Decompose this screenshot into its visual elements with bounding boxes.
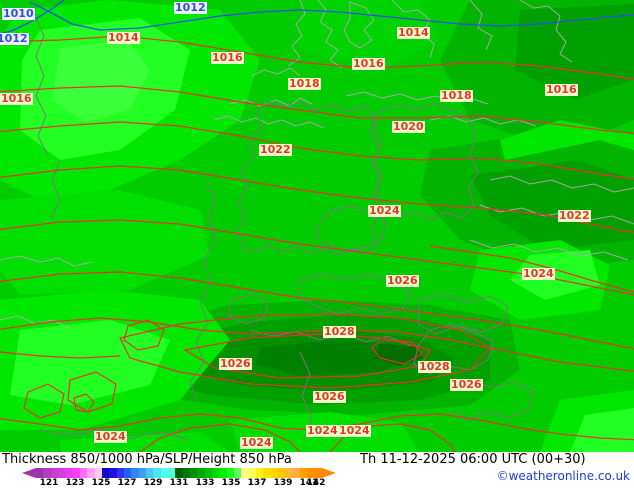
isobar-label-1026-18: 1026 [219,357,252,370]
isobar-label-1016-8: 1016 [545,83,578,96]
colorbar-segment-17 [160,468,168,478]
colorbar-segment-24 [211,468,220,478]
isobar-label-1022-12: 1022 [259,143,292,156]
colorbar-segment-9 [101,468,110,478]
colorbar-segment-14 [138,468,146,478]
isobar-label-1024-14: 1024 [368,204,401,217]
colorbar-segment-36 [299,468,308,478]
colorbar-segment-11 [116,468,124,478]
isobar-label-1016-5: 1016 [211,51,244,64]
colorbar-segment-25 [219,468,227,478]
isobar-label-1010-0: 1010 [2,7,35,20]
isobar-label-1028-19: 1028 [418,360,451,373]
colorbar-segment-32 [270,468,278,478]
isobar-label-1024-25: 1024 [338,424,371,437]
isobar-label-1024-24: 1024 [306,424,339,437]
colorbar-left-arrow-cap [22,468,36,478]
colorbar-segment-20 [182,468,190,478]
colorbar-tick-125: 125 [91,478,111,488]
isobar-label-1012-1: 1012 [174,1,207,14]
colorbar-tick-131: 131 [169,478,189,488]
colorbar-tick-123: 123 [65,478,85,488]
thickness-colorbar[interactable]: 121 123 125 127 129 131 133 135 137 139 141 142 [22,468,336,490]
colorbar-segment-38 [314,468,322,478]
map-svg [0,0,634,452]
colorbar-right-arrow-cap [322,468,336,478]
colorbar-segment-8 [94,468,102,478]
colorbar-segment-21 [189,468,198,478]
isobars-red [0,35,634,452]
colorbar-tick-labels: 121 123 125 127 129 131 133 135 137 139 141 142 [22,478,326,490]
colorbar-segment-37 [307,468,315,478]
isobar-label-1028-17: 1028 [323,325,356,338]
colorbar-segment-10 [109,468,117,478]
isobar-label-1022-13: 1022 [558,209,591,222]
colorbar-segment-18 [167,468,176,478]
colorbar-segment-7 [87,468,95,478]
colorbar-tick-135: 135 [221,478,241,488]
colorbar-segment-33 [277,468,286,478]
isobar-label-1024-23: 1024 [240,436,273,449]
model-run-timestamp: Th 11-12-2025 06:00 UTC (00+30) [360,452,586,467]
isobar-label-1016-6: 1016 [352,57,385,70]
colorbar-segment-31 [263,468,271,478]
colorbar-segment-28 [241,468,249,478]
colorbar-tick-127: 127 [117,478,137,488]
isobar-label-1018-9: 1018 [288,77,321,90]
colorbar-segment-19 [175,468,183,478]
colorbar-segment-16 [153,468,161,478]
weather-map-canvas[interactable]: 1010 1012 1012 1014 1014 1016 1016 1016 1016 1018… [0,0,634,452]
colorbar-tick-142: 142 [306,478,326,488]
isobar-label-1018-10: 1018 [440,89,473,102]
colorbar-segment-34 [285,468,293,478]
colorbar-segment-30 [255,468,264,478]
colorbar-segment-22 [197,468,205,478]
colorbar-segment-26 [226,468,234,478]
isobar-label-1016-7: 1016 [0,92,33,105]
colorbar-tick-137: 137 [247,478,267,488]
colorbar-segment-5 [72,468,80,478]
colorbar-segment-12 [123,468,132,478]
isobar-label-1026-16: 1026 [386,274,419,287]
coastlines [0,0,634,329]
isobar-label-1020-11: 1020 [392,120,425,133]
copyright-credit: ©weatheronline.co.uk [496,469,630,483]
colorbar-tick-133: 133 [195,478,215,488]
thickness-shading [0,0,634,452]
colorbar-segment-29 [248,468,256,478]
colorbar-segment-2 [50,468,58,478]
isobar-label-1012-2: 1012 [0,33,29,45]
colorbar-segment-13 [131,468,139,478]
colorbar-segment-6 [79,468,88,478]
isobar-label-1014-4: 1014 [397,26,430,39]
colorbar-segment-27 [233,468,242,478]
colorbar-segments [36,468,322,478]
colorbar-segment-3 [57,468,66,478]
isobar-label-1014-3: 1014 [107,31,140,44]
colorbar-segment-15 [145,468,154,478]
colorbar-segment-0 [36,468,44,478]
isobars-blue [0,0,634,35]
colorbar-segment-35 [292,468,300,478]
country-borders [35,17,535,441]
colorbar-tick-129: 129 [143,478,163,488]
colorbar-segment-4 [65,468,73,478]
colorbar-segment-1 [43,468,51,478]
map-footer: Thickness 850/1000 hPa/SLP/Height 850 hP… [0,452,634,490]
colorbar-tick-139: 139 [273,478,293,488]
colorbar-segment-23 [204,468,212,478]
colorbar-tick-141: 141 [299,478,319,488]
isobar-label-1024-15: 1024 [522,267,555,280]
isobar-label-1026-21: 1026 [450,378,483,391]
product-title: Thickness 850/1000 hPa/SLP/Height 850 hP… [2,452,292,467]
isobar-label-1024-22: 1024 [94,430,127,443]
isobar-label-1026-20: 1026 [313,390,346,403]
colorbar-tick-121: 121 [39,478,59,488]
